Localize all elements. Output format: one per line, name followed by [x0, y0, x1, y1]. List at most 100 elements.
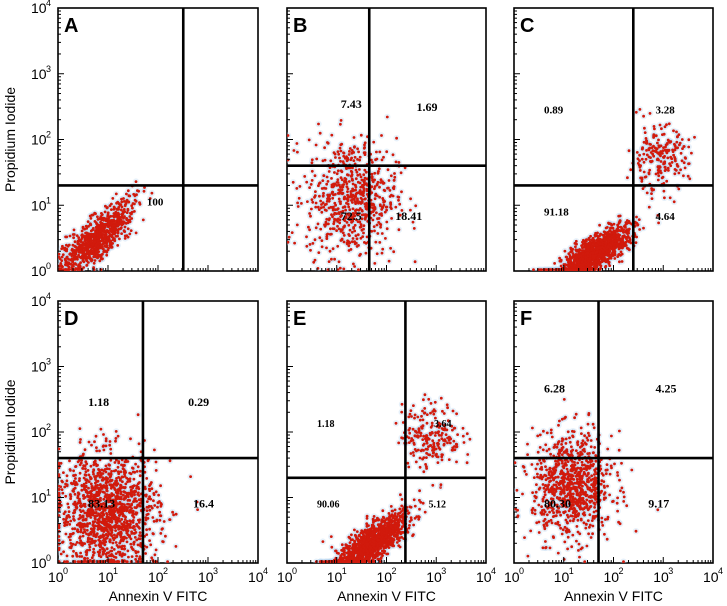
data-point [363, 217, 367, 221]
data-point [320, 245, 324, 249]
data-point [350, 177, 354, 181]
data-point [333, 152, 337, 156]
data-point [381, 182, 385, 185]
data-point [98, 227, 102, 231]
data-point [364, 207, 368, 211]
data-point [310, 161, 314, 165]
data-point [116, 244, 120, 247]
data-point [358, 173, 362, 176]
data-point [82, 243, 86, 247]
data-point [409, 208, 412, 212]
data-point [328, 217, 331, 221]
data-point [82, 260, 86, 264]
data-point [342, 151, 346, 155]
data-point [330, 257, 333, 261]
data-point [322, 174, 326, 178]
data-point [78, 268, 82, 271]
data-point [310, 179, 314, 182]
data-point [86, 246, 90, 250]
data-point [380, 251, 384, 255]
panel-frame [57, 7, 259, 272]
data-point [382, 155, 385, 159]
data-point [355, 170, 359, 174]
data-point [95, 249, 99, 253]
data-point [351, 201, 354, 204]
data-point [317, 208, 321, 212]
data-point [353, 242, 357, 246]
y-axis-title: Propidium Iodide [2, 87, 18, 192]
data-point [115, 201, 118, 205]
data-point [66, 261, 70, 264]
data-point [376, 180, 380, 184]
data-point [363, 151, 367, 155]
data-point [98, 259, 102, 263]
data-point [334, 218, 338, 222]
data-point [336, 169, 340, 173]
data-point [320, 187, 324, 190]
data-point [131, 206, 134, 210]
data-point [370, 185, 374, 189]
data-point [337, 260, 341, 264]
data-point [336, 224, 339, 228]
data-point [370, 175, 374, 179]
data-point [354, 202, 357, 206]
data-point [125, 211, 129, 215]
data-point [306, 200, 309, 204]
data-point [331, 190, 334, 194]
data-point [336, 244, 340, 248]
data-point [387, 179, 391, 182]
data-point [80, 229, 84, 233]
data-point [340, 192, 344, 196]
data-point [350, 189, 354, 193]
data-point [390, 207, 393, 211]
data-point [618, 260, 621, 264]
data-point [325, 246, 328, 250]
data-point [345, 197, 349, 201]
y-tick-label: 10 [31, 0, 47, 16]
data-point [110, 221, 114, 225]
data-point [347, 153, 351, 156]
data-point [346, 190, 349, 194]
data-point [84, 255, 88, 259]
data-point [372, 213, 376, 217]
data-point [106, 214, 110, 218]
y-tick-label: 10 [31, 66, 47, 82]
data-point [99, 230, 102, 233]
data-point [379, 225, 382, 229]
data-point [317, 251, 321, 255]
data-point [335, 184, 339, 187]
data-point [340, 178, 344, 182]
data-point [126, 189, 130, 193]
data-point [412, 227, 416, 230]
data-point [325, 182, 329, 186]
data-point [123, 237, 127, 240]
data-point [337, 183, 341, 187]
data-point [375, 211, 378, 215]
data-point [379, 178, 383, 182]
data-point [365, 177, 369, 181]
data-point [354, 168, 358, 172]
data-point [350, 195, 354, 199]
data-point [60, 259, 64, 262]
data-point [314, 205, 318, 209]
data-point [348, 216, 351, 220]
data-point [350, 156, 353, 160]
data-point [351, 198, 355, 201]
dots-layer [58, 178, 156, 271]
data-point [123, 225, 127, 229]
data-point [117, 208, 120, 211]
data-point [339, 188, 343, 191]
data-point [362, 224, 366, 228]
data-point [125, 218, 129, 222]
data-point [70, 248, 74, 252]
data-point [371, 210, 375, 214]
data-point [114, 234, 118, 238]
data-point [370, 229, 374, 233]
data-point [379, 223, 383, 227]
data-point [355, 237, 359, 241]
data-point [58, 252, 61, 256]
data-point [357, 244, 360, 247]
data-point [134, 231, 138, 235]
data-point [350, 170, 354, 174]
panel-frame [286, 7, 487, 272]
